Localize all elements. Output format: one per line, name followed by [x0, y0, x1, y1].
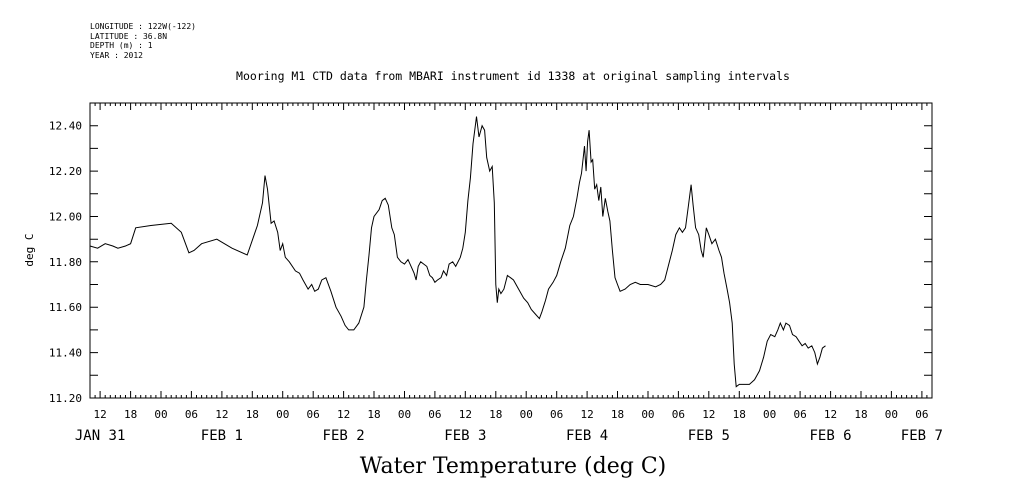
x-tick-label: 18: [733, 408, 746, 421]
x-date-label: FEB 4: [566, 428, 608, 444]
x-tick-label: 18: [246, 408, 259, 421]
x-tick-label: 18: [854, 408, 867, 421]
x-tick-label: 12: [215, 408, 228, 421]
x-tick-label: 00: [763, 408, 776, 421]
x-tick-label: 12: [94, 408, 107, 421]
x-date-label: FEB 7: [901, 428, 943, 444]
x-tick-label: 18: [489, 408, 502, 421]
x-tick-marks: [89, 103, 933, 398]
series-line: [89, 116, 826, 388]
x-tick-label: 00: [641, 408, 654, 421]
y-tick-label: 11.20: [49, 392, 82, 405]
x-tick-label: 12: [580, 408, 593, 421]
y-tick-label: 12.40: [49, 120, 82, 133]
x-tick-label: 12: [337, 408, 350, 421]
x-date-label: FEB 1: [201, 428, 243, 444]
x-tick-label: 06: [672, 408, 685, 421]
y-tick-label: 11.40: [49, 347, 82, 360]
axis-labels: 11.20 11.40 11.60 11.80 12.00 12.20 12.40 12 18 0…: [49, 120, 943, 444]
y-tick-label: 12.20: [49, 165, 82, 178]
axis-ticks: [89, 102, 933, 399]
x-tick-label: 12: [824, 408, 837, 421]
x-tick-label: 06: [307, 408, 320, 421]
y-tick-label: 12.00: [49, 210, 82, 223]
x-tick-label: 18: [124, 408, 137, 421]
x-tick-label: 12: [459, 408, 472, 421]
x-date-label: FEB 3: [444, 428, 486, 444]
y-axis-label: deg C: [23, 233, 36, 266]
x-tick-label: 00: [520, 408, 533, 421]
x-tick-label: 06: [185, 408, 198, 421]
x-tick-label: 06: [428, 408, 441, 421]
x-tick-label: 00: [154, 408, 167, 421]
longitude-label: LONGITUDE : 122W(-122): [90, 22, 196, 31]
x-tick-label: 06: [550, 408, 563, 421]
chart-title: Mooring M1 CTD data from MBARI instrumen…: [236, 69, 790, 83]
y-tick-label: 11.60: [49, 301, 82, 314]
x-date-label: FEB 6: [809, 428, 851, 444]
year-label: YEAR : 2012: [90, 50, 143, 60]
x-tick-label: 12: [702, 408, 715, 421]
depth-label: DEPTH (m) : 1: [90, 41, 153, 50]
y-tick-label: 11.80: [49, 256, 82, 269]
y-tick-marks: [90, 102, 932, 399]
plot-frame: [89, 102, 933, 399]
metadata-block: LONGITUDE : 122W(-122) LATITUDE : 36.8N …: [90, 22, 196, 60]
x-tick-label: 18: [611, 408, 624, 421]
latitude-label: LATITUDE : 36.8N: [90, 31, 168, 41]
x-tick-label: 06: [793, 408, 806, 421]
x-date-label: FEB 5: [688, 428, 730, 444]
x-date-label: JAN 31: [75, 428, 126, 444]
x-tick-label: 00: [885, 408, 898, 421]
x-tick-label: 00: [398, 408, 411, 421]
x-axis-title: Water Temperature (deg C): [359, 454, 667, 479]
x-tick-label: 00: [276, 408, 289, 421]
x-tick-label: 18: [367, 408, 380, 421]
x-date-label: FEB 2: [323, 428, 365, 444]
x-tick-label: 06: [915, 408, 928, 421]
